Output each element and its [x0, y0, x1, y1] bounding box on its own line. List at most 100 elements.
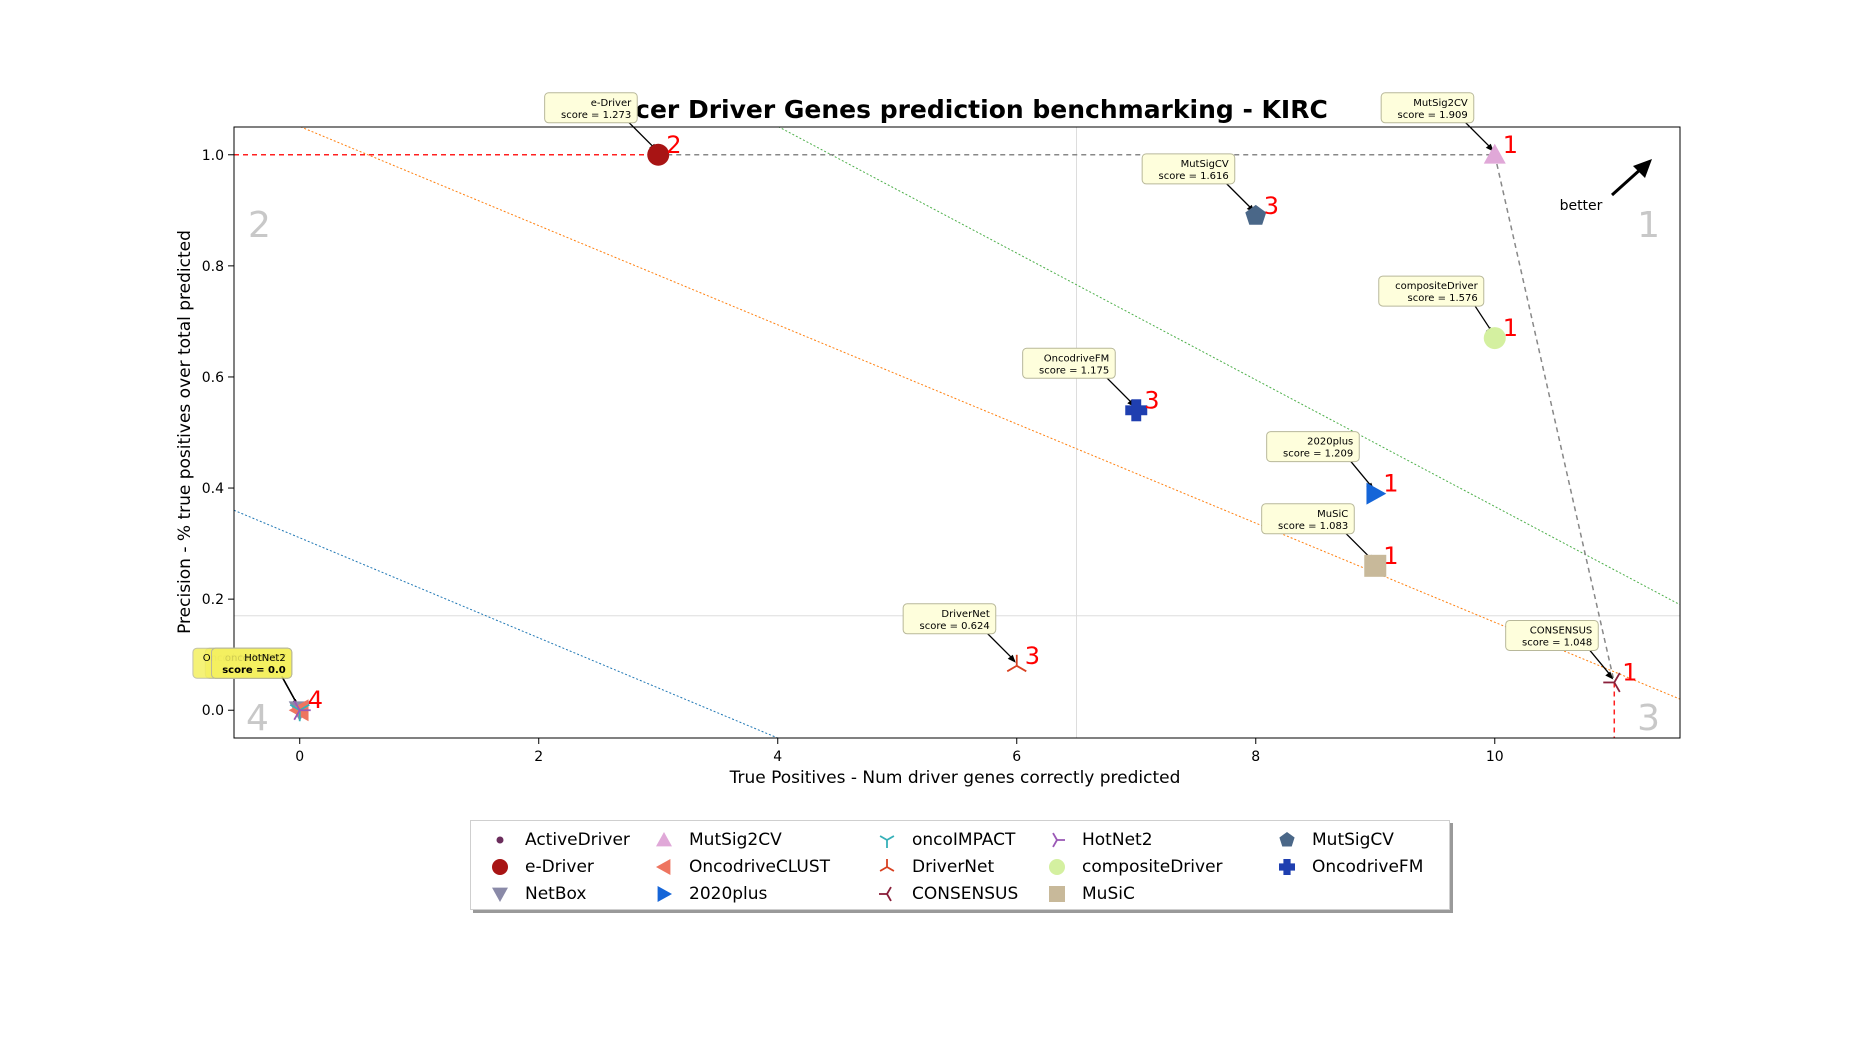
x-axis-label: True Positives - Num driver genes correc… [729, 768, 1181, 788]
legend-label: DriverNet [912, 857, 995, 877]
legend-label: HotNet2 [1082, 830, 1153, 850]
svg-text:HotNet2: HotNet2 [244, 653, 285, 664]
legend-item-HotNet2: HotNet2 [1046, 827, 1153, 853]
svg-text:compositeDriver: compositeDriver [1395, 281, 1479, 292]
legend-marker [879, 886, 892, 902]
quartile-label-top-left: 2 [248, 205, 271, 246]
svg-text:score = 1.909: score = 1.909 [1398, 110, 1468, 121]
legend-item-compositeDriver: compositeDriver [1046, 854, 1223, 880]
legend-marker [1049, 859, 1065, 875]
legend-marker [492, 859, 508, 875]
chart-title: Cancer Driver Genes prediction benchmark… [582, 95, 1328, 124]
point-compositeDriver [1483, 327, 1506, 350]
legend-label: e-Driver [525, 857, 594, 877]
quartile-label-bottom-right: 3 [1637, 698, 1660, 739]
svg-text:2020plus: 2020plus [1307, 437, 1353, 448]
point-2020plus [1366, 482, 1387, 505]
svg-text:score = 0.624: score = 0.624 [920, 621, 990, 632]
rank-label-MutSig2CV: 1 [1503, 131, 1518, 159]
legend-marker [496, 836, 504, 844]
legend-label: CONSENSUS [912, 884, 1019, 904]
y-tick-label: 1.0 [202, 148, 224, 164]
legend-item-OncodriveFM: OncodriveFM [1276, 854, 1423, 880]
rank-label-MutSigCV: 3 [1264, 192, 1279, 220]
y-tick-label: 0.0 [202, 703, 224, 719]
legend-marker [656, 859, 671, 875]
better-label: better [1560, 198, 1603, 214]
legend-label: MuSiC [1082, 884, 1135, 904]
legend-marker [492, 887, 508, 902]
x-tick-label: 6 [1012, 749, 1021, 765]
legend-item-ActiveDriver: ActiveDriver [489, 827, 630, 853]
legend-item-oncoIMPACT: oncoIMPACT [876, 827, 1015, 853]
point-e-Driver [647, 143, 670, 166]
legend-item-MutSig2CV: MutSig2CV [653, 827, 782, 853]
legend-marker [879, 835, 895, 848]
point-CONSENSUS [1603, 672, 1621, 693]
quartile-label-top-right: 1 [1637, 205, 1660, 246]
svg-text:score = 1.209: score = 1.209 [1283, 449, 1353, 460]
rank-label-ActiveDriver: 4 [308, 686, 323, 714]
svg-text:score = 1.083: score = 1.083 [1278, 521, 1348, 532]
rank-label-DriverNet: 3 [1025, 642, 1040, 670]
legend-item-2020plus: 2020plus [653, 881, 767, 907]
legend-marker [1052, 832, 1065, 848]
point-OncodriveFM [1125, 399, 1148, 422]
legend-label: MutSigCV [1312, 830, 1394, 850]
y-tick-label: 0.6 [202, 370, 224, 386]
legend-item-NetBox: NetBox [489, 881, 586, 907]
better-arrow [1610, 159, 1652, 197]
point-HotNet2 [293, 700, 311, 721]
svg-text:score = 1.576: score = 1.576 [1408, 293, 1478, 304]
svg-text:e-Driver: e-Driver [591, 98, 632, 109]
rank-label-OncodriveFM: 3 [1144, 386, 1159, 414]
legend-label: OncodriveCLUST [689, 857, 831, 877]
svg-text:score = 1.273: score = 1.273 [561, 110, 631, 121]
svg-text:score = 1.616: score = 1.616 [1159, 171, 1229, 182]
legend-item-DriverNet: DriverNet [876, 854, 994, 880]
legend-marker [657, 886, 672, 902]
legend-marker [879, 859, 895, 872]
rank-label-e-Driver: 2 [666, 131, 681, 159]
svg-text:DriverNet: DriverNet [941, 609, 989, 620]
legend-label: 2020plus [689, 884, 768, 904]
svg-text:OncodriveFM: OncodriveFM [1044, 353, 1110, 364]
svg-text:score = 1.175: score = 1.175 [1039, 365, 1109, 376]
rank-label-MuSiC: 1 [1383, 542, 1398, 570]
pareto-frontier [658, 154, 1616, 683]
svg-text:score = 1.048: score = 1.048 [1522, 637, 1592, 648]
legend-label: compositeDriver [1082, 857, 1223, 877]
svg-text:MuSiC: MuSiC [1317, 509, 1348, 520]
svg-text:score = 0.0: score = 0.0 [222, 665, 286, 676]
legend-item-e-Driver: e-Driver [489, 854, 594, 880]
legend-marker [1279, 859, 1295, 875]
svg-text:MutSig2CV: MutSig2CV [1413, 98, 1468, 109]
point-oncoIMPACT [289, 703, 310, 722]
y-tick-label: 0.4 [202, 481, 224, 497]
rank-label-CONSENSUS: 1 [1622, 658, 1637, 686]
legend-item-MuSiC: MuSiC [1046, 881, 1135, 907]
x-tick-label: 4 [773, 749, 782, 765]
point-MuSiC [1364, 554, 1387, 577]
x-tick-label: 2 [534, 749, 543, 765]
y-axis-label: Precision - % true positives over total … [175, 230, 195, 634]
legend-label: NetBox [525, 884, 587, 904]
legend-marker [656, 832, 672, 847]
y-tick-label: 0.8 [202, 259, 224, 275]
legend-label: ActiveDriver [525, 830, 630, 850]
rank-label-compositeDriver: 1 [1503, 314, 1518, 342]
legend-marker [1049, 886, 1065, 902]
legend: ActiveDriver e-Driver NetBox MutSig2CV Oncod… [470, 820, 1450, 910]
point-DriverNet [1006, 654, 1027, 673]
y-tick-label: 0.2 [202, 592, 224, 608]
legend-item-OncodriveCLUST: OncodriveCLUST [653, 854, 830, 880]
